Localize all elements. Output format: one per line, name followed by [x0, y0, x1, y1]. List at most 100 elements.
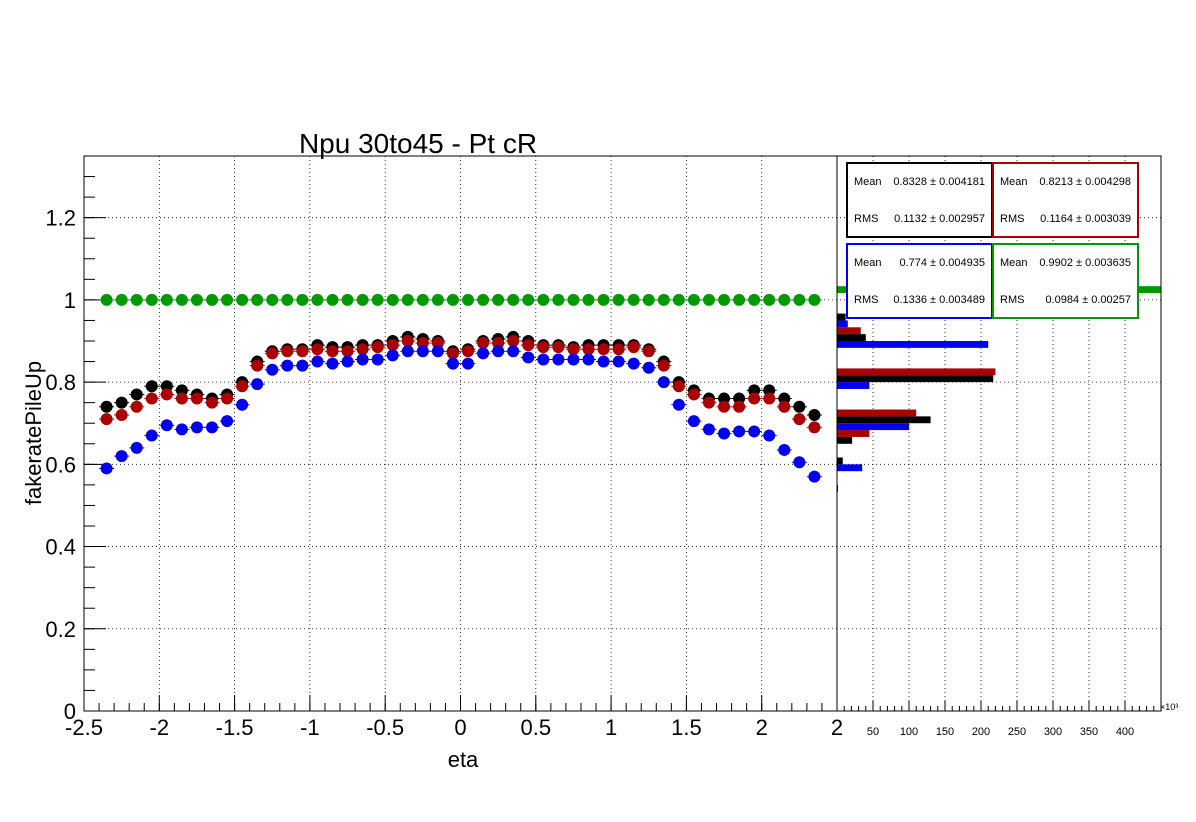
- x-tick-label: -1.5: [216, 715, 254, 740]
- data-point: [748, 392, 761, 405]
- data-point: [597, 343, 610, 356]
- stat-rms-label: RMS: [854, 213, 878, 225]
- data-point: [356, 293, 369, 306]
- histogram-bar: [837, 341, 989, 348]
- stat-box-frame: [846, 243, 993, 319]
- x-tick-label: 0: [454, 715, 466, 740]
- histogram-bar: [837, 375, 994, 383]
- data-point: [778, 443, 791, 456]
- data-point: [145, 380, 158, 393]
- data-point: [808, 421, 821, 434]
- stat-rms-value: 0.0984 ± 0.00257: [1045, 294, 1131, 306]
- data-point: [582, 353, 595, 366]
- data-point: [431, 345, 444, 358]
- data-point: [100, 293, 113, 306]
- data-point: [221, 415, 234, 428]
- data-point: [341, 345, 354, 358]
- data-point: [311, 293, 324, 306]
- data-point: [567, 353, 580, 366]
- side-tick-label: 250: [1008, 726, 1026, 738]
- data-point: [492, 345, 505, 358]
- data-point: [401, 293, 414, 306]
- data-point: [507, 345, 520, 358]
- x-tick-label: 1.5: [671, 715, 702, 740]
- data-point: [130, 388, 143, 401]
- data-point: [702, 293, 715, 306]
- x-tick-label: 2: [756, 715, 768, 740]
- x-tick-label: -0.5: [366, 715, 404, 740]
- data-point: [793, 456, 806, 469]
- stat-mean-value: 0.8328 ± 0.004181: [893, 176, 985, 188]
- data-point: [657, 359, 670, 372]
- data-point: [793, 400, 806, 413]
- data-point: [522, 293, 535, 306]
- stat-boxes: Mean 0.8328 ± 0.004181 RMS 0.1132 ± 0.00295…: [846, 162, 1139, 319]
- data-point: [221, 392, 234, 405]
- data-point: [145, 293, 158, 306]
- data-point: [446, 357, 459, 370]
- x-tick-label: 1: [605, 715, 617, 740]
- data-point: [492, 293, 505, 306]
- data-point: [416, 345, 429, 358]
- data-point: [462, 345, 475, 358]
- data-point: [612, 343, 625, 356]
- data-point: [160, 419, 173, 432]
- data-point: [416, 337, 429, 350]
- data-point: [582, 293, 595, 306]
- data-point: [522, 351, 535, 364]
- y-axis-label: fakeratePileUp: [21, 361, 46, 505]
- histogram-bar: [837, 464, 863, 472]
- histogram-bar: [837, 416, 931, 424]
- data-point: [763, 384, 776, 397]
- data-point: [763, 429, 776, 442]
- data-point: [627, 293, 640, 306]
- data-point: [552, 353, 565, 366]
- data-point: [236, 398, 249, 411]
- data-point: [221, 293, 234, 306]
- data-point: [537, 293, 550, 306]
- stat-box-frame: [846, 162, 993, 238]
- data-point: [371, 341, 384, 354]
- data-point: [311, 343, 324, 356]
- stat-rms-value: 0.1336 ± 0.003489: [893, 294, 985, 306]
- stat-mean-label: Mean: [854, 257, 882, 269]
- data-point: [672, 380, 685, 393]
- main-axis-ticks: -2.5 -2 -1.5 -1 -0.5 0 0.5 1 1.5 2 2 0 0.2 0.4 0.6 0.8 1…: [45, 155, 843, 740]
- data-point: [642, 361, 655, 374]
- data-point: [145, 429, 158, 442]
- data-point: [778, 392, 791, 405]
- histogram-bar: [837, 409, 917, 417]
- y-tick-label: 0.4: [45, 535, 76, 560]
- stat-mean-value: 0.8213 ± 0.004298: [1039, 176, 1131, 188]
- stat-mean-label: Mean: [1000, 257, 1028, 269]
- data-point: [356, 353, 369, 366]
- data-point: [206, 293, 219, 306]
- stat-box-frame: [992, 162, 1139, 238]
- data-point: [808, 293, 821, 306]
- data-point: [672, 293, 685, 306]
- side-histogram-ticks: 50 100 150 200 250 300 350 400: [843, 701, 1155, 738]
- side-tick-label: 300: [1044, 726, 1062, 738]
- data-point: [311, 355, 324, 368]
- data-point: [341, 355, 354, 368]
- data-point: [733, 400, 746, 413]
- main-data-points: [99, 293, 822, 483]
- data-point: [160, 380, 173, 393]
- data-point: [477, 293, 490, 306]
- data-point: [175, 392, 188, 405]
- stat-rms-label: RMS: [1000, 213, 1024, 225]
- stat-rms-label: RMS: [854, 294, 878, 306]
- stat-rms-value: 0.1132 ± 0.002957: [894, 213, 985, 225]
- side-histogram-exponent: ×10³: [1160, 702, 1178, 712]
- x-tick-label: -1: [300, 715, 320, 740]
- data-point: [206, 396, 219, 409]
- data-point: [657, 293, 670, 306]
- data-point: [175, 423, 188, 436]
- y-tick-label: 0.6: [45, 452, 76, 477]
- data-point: [431, 293, 444, 306]
- data-point: [175, 384, 188, 397]
- side-tick-label: 50: [867, 726, 879, 738]
- data-point: [115, 396, 128, 409]
